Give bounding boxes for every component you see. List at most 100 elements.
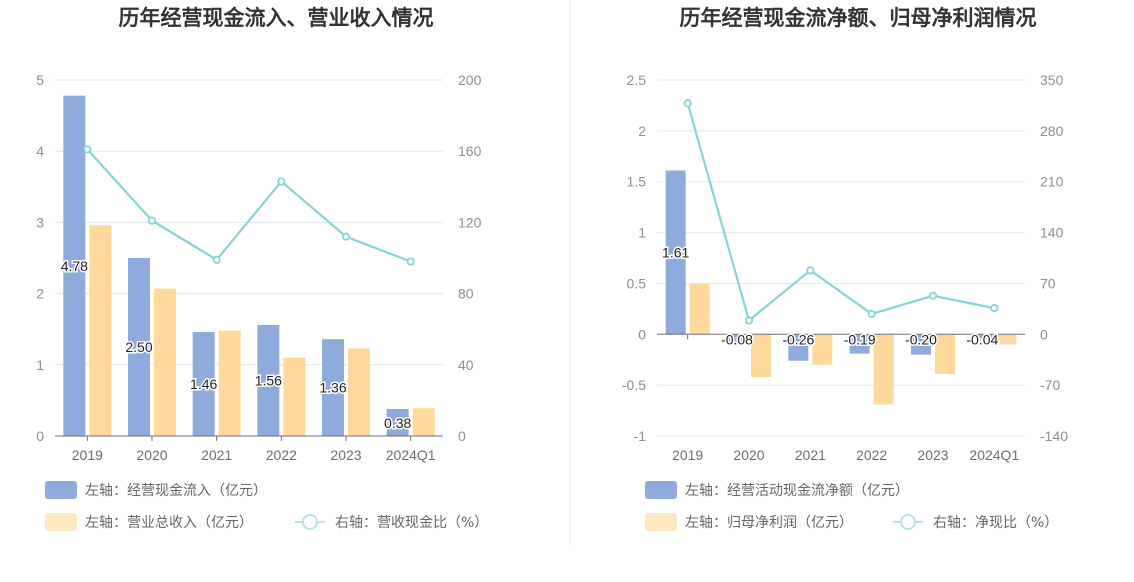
x-axis-tick-label: 2019 (672, 447, 703, 463)
right-axis-tick-label: -70 (1040, 377, 1060, 393)
left-axis-tick-label: -1 (634, 428, 647, 444)
bar-value-label: 1.61 (662, 244, 689, 260)
left-axis-tick-label: 2.5 (627, 72, 647, 88)
legend-swatch (45, 513, 77, 531)
right-axis-tick-label: 140 (1040, 225, 1064, 241)
ratio-line (686, 102, 995, 323)
ratio-line (86, 148, 412, 263)
legend-label: 左轴：经营现金流入（亿元） (85, 483, 267, 499)
x-axis-tick-label: 2021 (795, 447, 826, 463)
x-axis-tick-label: 2021 (201, 447, 232, 463)
bar-secondary (412, 408, 435, 436)
bar-primary (788, 334, 809, 361)
chart-cash-inflow-revenue: 历年经营现金流入、营业收入情况 0 1 2 3 4 5 0 40 80 120 160 200 2019 2… (36, 6, 488, 531)
bar-primary (727, 334, 747, 343)
left-axis-tick-label: -0.5 (622, 377, 646, 393)
x-axis-tick-label: 2020 (136, 447, 167, 463)
bar-secondary (689, 283, 710, 335)
ratio-point (406, 257, 415, 266)
right-axis-tick-label: -140 (1040, 428, 1068, 444)
bar-value-label: 2.50 (125, 339, 152, 355)
x-axis-tick-label: 2023 (330, 447, 361, 463)
right-axis-tick-label: 0 (1040, 326, 1048, 342)
right-axis-tick-label: 120 (458, 214, 482, 230)
bar-value-label: -0.08 (721, 331, 753, 347)
ratio-point (341, 232, 351, 241)
legend-label: 左轴：归母净利润（亿元） (685, 514, 853, 531)
legend-label: 右轴：营收现金比（%） (335, 515, 488, 531)
left-axis-tick-label: 0 (36, 428, 44, 444)
legend-swatch (645, 481, 677, 499)
right-axis-tick-label: 280 (1040, 123, 1064, 139)
bar-secondary (283, 357, 306, 436)
legend-label: 左轴：经营活动现金流净额（亿元） (685, 483, 909, 499)
bar-secondary (812, 334, 833, 365)
bar-secondary (89, 225, 112, 436)
legend-marker (900, 514, 916, 530)
ratio-point (928, 291, 938, 300)
x-axis-tick-label: 2022 (856, 447, 887, 463)
x-axis-tick-label: 2024Q1 (386, 447, 436, 463)
right-axis-tick-label: 0 (458, 428, 466, 444)
x-axis-tick-label: 2024Q1 (969, 447, 1019, 463)
bar-value-label: -0.20 (905, 331, 937, 347)
left-axis-tick-label: 3 (36, 214, 44, 230)
ratio-point (83, 145, 92, 154)
legend-label: 右轴：净现比（%） (933, 515, 1058, 531)
bar-value-label: -0.19 (844, 331, 876, 347)
bar-primary (849, 334, 870, 354)
bar-primary (63, 95, 86, 436)
bar-secondary (348, 348, 370, 436)
bar-value-label: 1.56 (255, 372, 282, 388)
right-axis-tick-label: 160 (458, 143, 482, 159)
ratio-point (806, 266, 815, 275)
bar-secondary (218, 330, 241, 436)
left-axis-tick-label: 5 (36, 72, 44, 88)
right-axis-tick-label: 350 (1040, 72, 1064, 88)
legend-swatch (45, 481, 77, 499)
left-axis-tick-label: 0.5 (627, 275, 647, 291)
bar-secondary (935, 334, 955, 374)
bar-primary (322, 339, 344, 436)
right-axis-tick-label: 80 (458, 286, 474, 302)
x-axis-tick-label: 2023 (917, 447, 948, 463)
bar-primary (257, 324, 280, 436)
bar-primary (386, 408, 409, 436)
ratio-point (147, 216, 157, 225)
ratio-point (990, 304, 999, 313)
bar-primary (665, 170, 686, 335)
ratio-point (683, 99, 692, 108)
bar-secondary (996, 334, 1017, 345)
ratio-point (867, 309, 876, 319)
right-axis-tick-label: 210 (1040, 174, 1064, 190)
x-axis-tick-label: 2020 (733, 447, 764, 463)
bar-value-label: 4.78 (61, 258, 88, 274)
right-axis-tick-label: 70 (1040, 275, 1056, 291)
bar-primary (972, 334, 993, 339)
bar-value-label: 0.38 (384, 415, 411, 431)
bar-value-label: -0.04 (966, 331, 998, 347)
legend-marker (302, 514, 318, 530)
left-axis-tick-label: 1 (36, 357, 44, 373)
bar-secondary (751, 334, 771, 378)
bar-primary (192, 332, 215, 436)
bar-secondary (154, 288, 176, 436)
bar-value-label: -0.26 (782, 331, 814, 347)
left-axis-tick-label: 2 (36, 286, 44, 302)
left-axis-tick-label: 1 (638, 225, 646, 241)
left-axis-tick-label: 2 (638, 123, 646, 139)
right-axis-tick-label: 40 (458, 357, 474, 373)
left-axis-tick-label: 0 (638, 326, 646, 342)
bar-value-label: 1.36 (319, 380, 346, 396)
chart-title: 历年经营现金流入、营业收入情况 (119, 6, 434, 30)
ratio-point (744, 316, 754, 325)
chart-title: 历年经营现金流净额、归母净利润情况 (680, 6, 1037, 30)
legend-swatch (645, 513, 677, 531)
bar-primary (911, 334, 931, 355)
x-axis-tick-label: 2019 (72, 447, 103, 463)
legend-label: 左轴：营业总收入（亿元） (85, 515, 253, 531)
bar-primary (128, 258, 150, 436)
left-axis-tick-label: 1.5 (627, 174, 647, 190)
ratio-point (277, 177, 286, 186)
